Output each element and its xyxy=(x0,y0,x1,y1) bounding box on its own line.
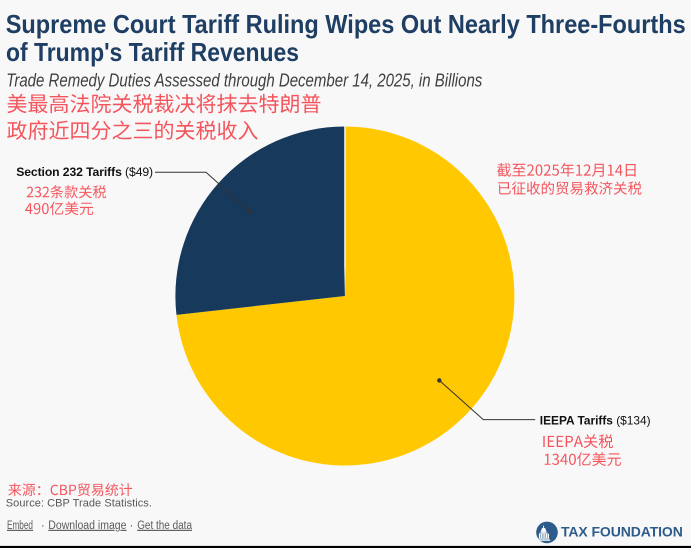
svg-text:of Trump's Tariff Revenues: of Trump's Tariff Revenues xyxy=(6,39,299,67)
svg-text:TAX FOUNDATION: TAX FOUNDATION xyxy=(561,523,683,539)
svg-text:Embed: Embed xyxy=(7,520,33,532)
svg-text:Trade Remedy Duties Assessed t: Trade Remedy Duties Assessed through Dec… xyxy=(6,71,482,91)
svg-text:Supreme Court Tariff Ruling Wi: Supreme Court Tariff Ruling Wipes Out Ne… xyxy=(6,11,686,39)
svg-text:Download image: Download image xyxy=(48,520,126,532)
svg-text:·: · xyxy=(130,520,134,532)
svg-text:Get the data: Get the data xyxy=(137,520,192,532)
svg-text:·: · xyxy=(41,520,45,532)
svg-text:Source: CBP Trade Statistics.: Source: CBP Trade Statistics. xyxy=(6,498,152,510)
svg-text:Section 232 Tariffs ($49): Section 232 Tariffs ($49) xyxy=(16,165,153,179)
svg-text:IEEPA Tariffs ($134): IEEPA Tariffs ($134) xyxy=(540,414,651,428)
